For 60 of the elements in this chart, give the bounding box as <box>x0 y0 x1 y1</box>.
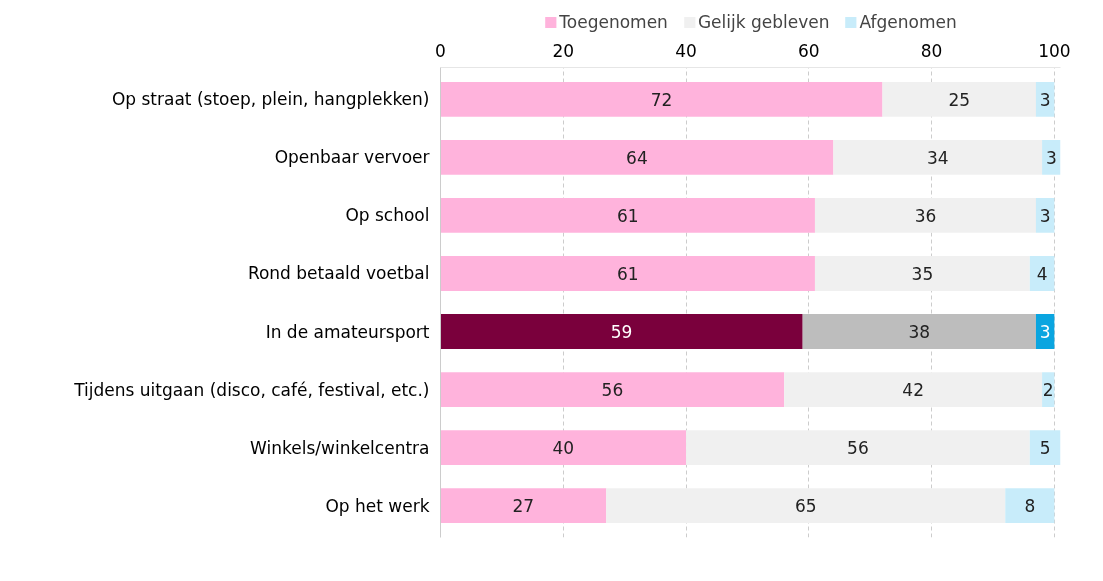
y-tick-label: Tijdens uitgaan (disco, café, festival, etc.) <box>73 379 430 400</box>
data-label: 72 <box>650 89 673 110</box>
data-label: 34 <box>926 147 949 168</box>
x-tick-label: 40 <box>675 40 697 61</box>
y-tick-label: Op straat (stoep, plein, hangplekken) <box>111 89 430 110</box>
data-label: 35 <box>911 263 934 284</box>
data-label: 64 <box>626 147 648 168</box>
bar <box>440 488 607 523</box>
legend-label: Toegenomen <box>559 12 668 32</box>
data-label: 3 <box>1039 322 1051 343</box>
data-label: 59 <box>610 322 633 343</box>
bar <box>814 256 1030 291</box>
data-label: 65 <box>794 496 817 517</box>
bar <box>440 82 883 117</box>
data-label: 56 <box>847 438 869 459</box>
bar <box>784 372 1043 407</box>
data-label: 4 <box>1036 263 1048 284</box>
x-tick-label: 60 <box>798 40 820 61</box>
y-tick-label: Winkels/winkelcentra <box>250 437 430 458</box>
bar <box>802 314 1036 349</box>
x-tick-label: 20 <box>552 40 575 61</box>
data-label: 61 <box>616 263 639 284</box>
data-label: 3 <box>1045 147 1057 168</box>
bar <box>1029 256 1055 291</box>
y-tick-label: In de amateursport <box>265 321 430 342</box>
bar <box>606 488 1006 523</box>
bar <box>440 198 815 233</box>
data-label: 3 <box>1039 205 1051 226</box>
bar <box>686 430 1030 465</box>
data-label: 42 <box>902 380 924 401</box>
y-tick-label: Op het werk <box>325 495 430 516</box>
y-tick-label: Op school <box>345 205 430 226</box>
legend-label: Gelijk gebleven <box>697 12 830 32</box>
data-label: 40 <box>552 438 575 459</box>
data-label: 36 <box>914 205 937 226</box>
data-label: 3 <box>1039 89 1051 110</box>
bar <box>440 140 834 175</box>
x-tick-label: 100 <box>1038 40 1071 61</box>
x-tick-label: 0 <box>435 40 446 61</box>
bar <box>440 372 785 407</box>
bar <box>882 82 1036 117</box>
bar <box>1005 488 1055 523</box>
bar <box>833 140 1043 175</box>
data-label: 38 <box>908 322 931 343</box>
data-label: 27 <box>512 496 535 517</box>
data-label: 8 <box>1024 496 1036 517</box>
y-tick-label: Openbaar vervoer <box>274 147 430 168</box>
bar <box>814 198 1036 233</box>
y-tick-label: Rond betaald voetbal <box>247 263 430 284</box>
bar <box>440 314 803 349</box>
data-label: 25 <box>948 89 971 110</box>
bar <box>440 430 687 465</box>
bar <box>440 256 815 291</box>
data-label: 2 <box>1042 380 1054 401</box>
data-label: 61 <box>616 205 639 226</box>
data-label: 56 <box>601 380 624 401</box>
bar <box>1029 430 1061 465</box>
legend-label: Afgenomen <box>859 12 957 32</box>
x-tick-label: 80 <box>920 40 943 61</box>
data-label: 5 <box>1039 438 1051 459</box>
